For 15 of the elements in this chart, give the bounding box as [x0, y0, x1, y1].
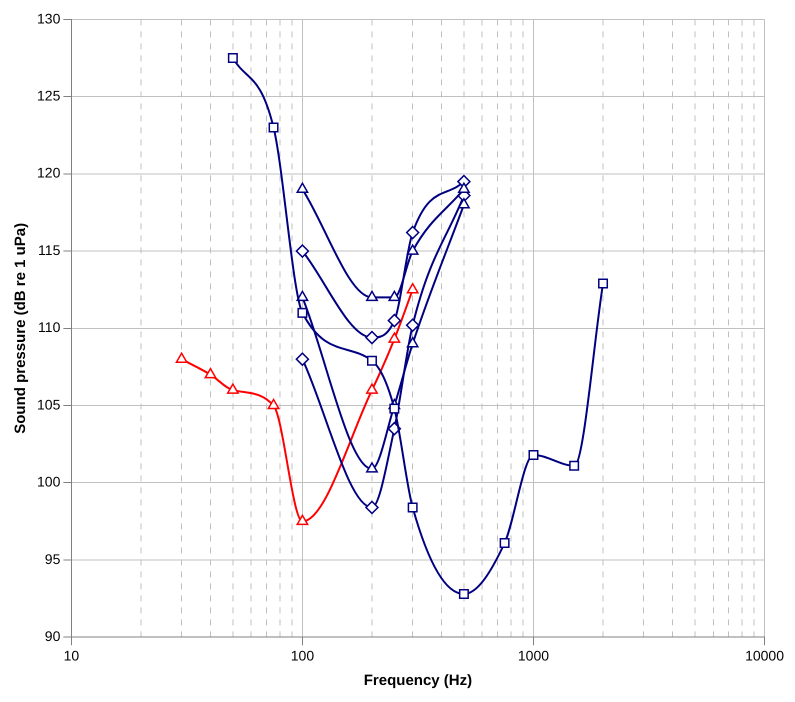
x-tick-label: 10 [64, 647, 80, 664]
x-tick-label: 100 [290, 647, 314, 664]
x-tick-label: 10000 [745, 647, 784, 664]
y-axis-title: Sound pressure (dB re 1 uPa) [12, 222, 30, 434]
y-tick-label: 110 [38, 319, 61, 336]
y-tick-label: 120 [37, 164, 61, 181]
y-tick-label: 125 [37, 87, 61, 104]
y-tick-label: 95 [44, 550, 61, 567]
y-tick-label: 130 [37, 10, 61, 26]
y-tick-label: 90 [44, 628, 61, 644]
y-tick-label: 100 [37, 474, 61, 490]
y-tick-label: 115 [38, 242, 61, 258]
x-axis-title: Frequency (Hz) [364, 672, 472, 690]
y-tick-label: 105 [37, 396, 61, 412]
x-tick-label: 1000 [518, 647, 550, 664]
